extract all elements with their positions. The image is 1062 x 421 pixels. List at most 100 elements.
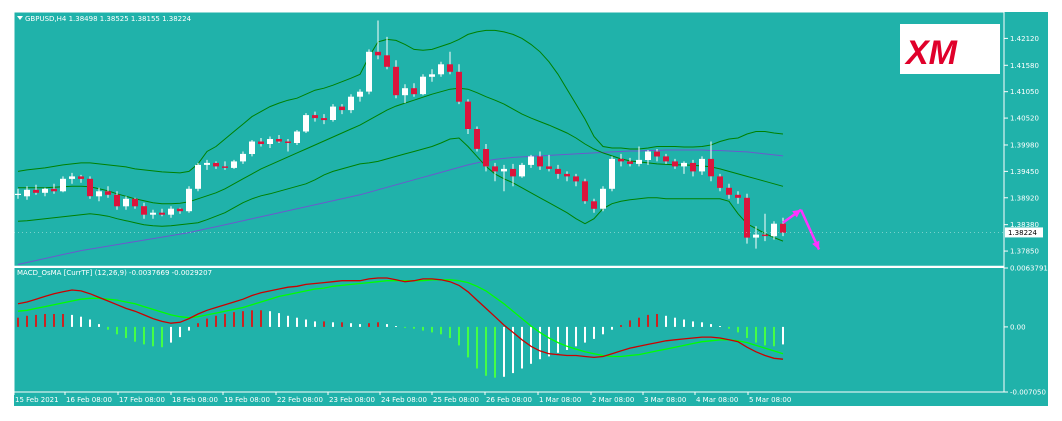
candle-body-bull xyxy=(645,151,651,160)
macd-histogram-bar xyxy=(431,326,433,333)
candle-body-bull xyxy=(240,153,246,162)
time-axis-label: 23 Feb 08:00 xyxy=(329,396,375,404)
time-axis-label: 17 Feb 08:00 xyxy=(119,396,165,404)
candle xyxy=(780,217,786,237)
macd-histogram-bar xyxy=(53,314,55,327)
candle-body-bear xyxy=(744,197,750,238)
macd-histogram-bar xyxy=(215,315,217,327)
price-axis-label: 1.41050 xyxy=(1010,88,1039,96)
candle xyxy=(483,144,489,172)
candle-body-bull xyxy=(195,164,201,189)
macd-histogram-bar xyxy=(512,326,514,374)
candle-body-bull xyxy=(357,91,363,97)
candle-body-bear xyxy=(114,194,120,207)
macd-histogram-bar xyxy=(674,317,676,327)
macd-histogram-bar xyxy=(143,326,145,345)
macd-histogram-bar xyxy=(611,326,613,330)
candle-body-bull xyxy=(42,188,48,193)
price-axis-label: 1.39450 xyxy=(1010,168,1039,176)
candle xyxy=(222,161,228,170)
candle xyxy=(519,162,525,178)
candle-body-bull xyxy=(600,188,606,209)
macd-histogram-bar xyxy=(782,326,784,345)
candle-body-bull xyxy=(636,159,642,164)
macd-histogram-bar xyxy=(629,320,631,327)
candle-body-bear xyxy=(393,66,399,96)
macd-histogram-bar xyxy=(350,323,352,327)
candle-body-bear xyxy=(258,141,264,144)
time-axis-label: 18 Feb 08:00 xyxy=(172,396,218,404)
candle-body-bear xyxy=(141,206,147,215)
macd-histogram-bar xyxy=(341,322,343,327)
candle-body-bear xyxy=(591,201,597,209)
symbol-dropdown-icon[interactable] xyxy=(17,16,23,20)
candle-body-bull xyxy=(24,189,30,197)
macd-histogram-bar xyxy=(287,315,289,327)
candle xyxy=(564,171,570,182)
candle-body-bear xyxy=(375,51,381,56)
candle xyxy=(546,154,552,172)
macd-histogram-bar xyxy=(179,326,181,338)
candle-body-bull xyxy=(168,208,174,215)
candle xyxy=(672,158,678,169)
candle xyxy=(249,140,255,157)
macd-histogram-bar xyxy=(647,314,649,327)
candle xyxy=(573,173,579,187)
macd-histogram-bar xyxy=(251,310,253,327)
candle-body-bull xyxy=(123,198,129,207)
candle-body-bear xyxy=(78,176,84,179)
macd-histogram-bar xyxy=(71,314,73,327)
candle xyxy=(726,183,732,199)
candle-body-bull xyxy=(231,161,237,168)
candle-body-bear xyxy=(672,161,678,167)
price-axis-label: 1.41580 xyxy=(1010,62,1039,70)
candle xyxy=(159,208,165,217)
candle-body-bear xyxy=(510,168,516,177)
macd-histogram-bar xyxy=(539,326,541,360)
macd-histogram-bar xyxy=(35,314,37,327)
indicator-info-label: MACD_OsMA [CurrTF] (12,26,9) -0.0037669 … xyxy=(17,269,212,277)
macd-histogram-bar xyxy=(62,314,64,327)
candle xyxy=(195,162,201,192)
candle xyxy=(213,161,219,169)
macd-histogram-bar xyxy=(566,326,568,350)
candle xyxy=(51,183,57,194)
macd-histogram-bar xyxy=(656,314,658,327)
macd-histogram-bar xyxy=(440,326,442,335)
candle-body-bear xyxy=(312,115,318,119)
candle xyxy=(456,64,462,105)
candle-body-bull xyxy=(609,158,615,189)
candle xyxy=(204,159,210,170)
macd-histogram-bar xyxy=(278,313,280,327)
candle-body-bear xyxy=(159,212,165,215)
macd-histogram-bar xyxy=(701,322,703,327)
candle-body-bull xyxy=(366,51,372,92)
bollinger-upper-band xyxy=(17,29,784,174)
candle xyxy=(15,188,21,199)
macd-histogram-bar xyxy=(206,318,208,327)
candle xyxy=(285,139,291,152)
current-price-label: 1.38224 xyxy=(1008,229,1037,237)
candle xyxy=(771,221,777,240)
candle-body-bear xyxy=(456,71,462,102)
candle-body-bear xyxy=(537,156,543,167)
time-axis-label: 5 Mar 08:00 xyxy=(749,396,791,404)
bollinger-lower-band xyxy=(17,137,784,242)
candle-body-bull xyxy=(771,223,777,237)
candle-body-bear xyxy=(384,55,390,67)
candle xyxy=(690,159,696,177)
candle xyxy=(510,163,516,187)
candle xyxy=(717,173,723,192)
forecast-arrow-head xyxy=(812,240,820,250)
candle-body-bear xyxy=(474,129,480,149)
candle-body-bear xyxy=(762,234,768,237)
candle xyxy=(420,74,426,96)
macd-histogram-bar xyxy=(602,326,604,335)
candle-body-bull xyxy=(303,115,309,132)
macd-histogram-bar xyxy=(161,326,163,348)
macd-histogram-bar xyxy=(593,326,595,339)
macd-histogram-bar xyxy=(737,326,739,333)
macd-histogram-bar xyxy=(422,326,424,331)
macd-histogram-bar xyxy=(773,326,775,347)
